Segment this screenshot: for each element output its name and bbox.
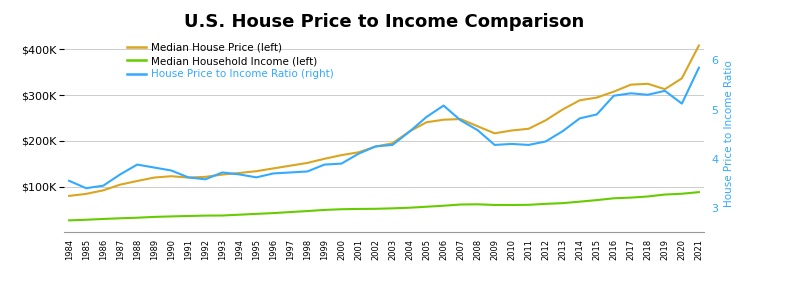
Y-axis label: House Price to Income Ratio: House Price to Income Ratio (724, 61, 734, 207)
Title: U.S. House Price to Income Comparison: U.S. House Price to Income Comparison (184, 13, 584, 31)
Legend: Median House Price (left), Median Household Income (left), House Price to Income: Median House Price (left), Median Househ… (127, 43, 334, 79)
